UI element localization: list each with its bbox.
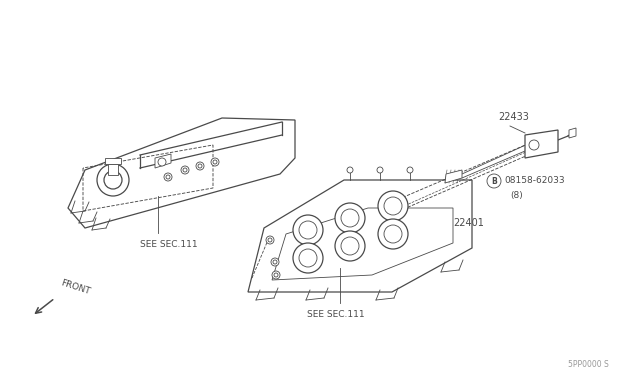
Circle shape bbox=[293, 243, 323, 273]
Circle shape bbox=[378, 219, 408, 249]
Text: 22433: 22433 bbox=[498, 112, 529, 122]
Circle shape bbox=[341, 237, 359, 255]
Polygon shape bbox=[155, 154, 171, 168]
Polygon shape bbox=[569, 128, 576, 138]
Text: 22401: 22401 bbox=[453, 218, 484, 228]
Circle shape bbox=[293, 215, 323, 245]
Circle shape bbox=[181, 166, 189, 174]
Circle shape bbox=[407, 167, 413, 173]
Circle shape bbox=[97, 164, 129, 196]
Circle shape bbox=[166, 175, 170, 179]
Polygon shape bbox=[248, 180, 472, 292]
Polygon shape bbox=[525, 130, 558, 158]
Circle shape bbox=[268, 238, 272, 242]
Circle shape bbox=[158, 158, 166, 166]
Circle shape bbox=[377, 167, 383, 173]
Circle shape bbox=[183, 168, 187, 172]
Circle shape bbox=[272, 271, 280, 279]
Polygon shape bbox=[445, 170, 462, 183]
Circle shape bbox=[266, 236, 274, 244]
Text: FRONT: FRONT bbox=[60, 278, 92, 296]
Circle shape bbox=[196, 162, 204, 170]
Circle shape bbox=[198, 164, 202, 168]
Circle shape bbox=[384, 225, 402, 243]
Circle shape bbox=[213, 160, 217, 164]
Text: (8): (8) bbox=[510, 191, 523, 200]
Text: B: B bbox=[491, 176, 497, 186]
Circle shape bbox=[384, 197, 402, 215]
Text: 5PP0000 S: 5PP0000 S bbox=[568, 360, 609, 369]
Text: 08158-62033: 08158-62033 bbox=[504, 176, 564, 185]
Circle shape bbox=[273, 260, 277, 264]
Circle shape bbox=[335, 231, 365, 261]
Polygon shape bbox=[272, 208, 453, 280]
Circle shape bbox=[274, 273, 278, 277]
Circle shape bbox=[529, 140, 539, 150]
Circle shape bbox=[347, 167, 353, 173]
Circle shape bbox=[299, 221, 317, 239]
Circle shape bbox=[341, 209, 359, 227]
Circle shape bbox=[104, 171, 122, 189]
Circle shape bbox=[299, 249, 317, 267]
Circle shape bbox=[271, 258, 279, 266]
Text: SEE SEC.111: SEE SEC.111 bbox=[140, 240, 198, 249]
Polygon shape bbox=[105, 158, 121, 164]
Circle shape bbox=[378, 191, 408, 221]
Polygon shape bbox=[108, 164, 118, 175]
Circle shape bbox=[211, 158, 219, 166]
Text: SEE SEC.111: SEE SEC.111 bbox=[307, 310, 365, 319]
Circle shape bbox=[335, 203, 365, 233]
Polygon shape bbox=[68, 118, 295, 228]
Circle shape bbox=[164, 173, 172, 181]
Circle shape bbox=[487, 174, 501, 188]
